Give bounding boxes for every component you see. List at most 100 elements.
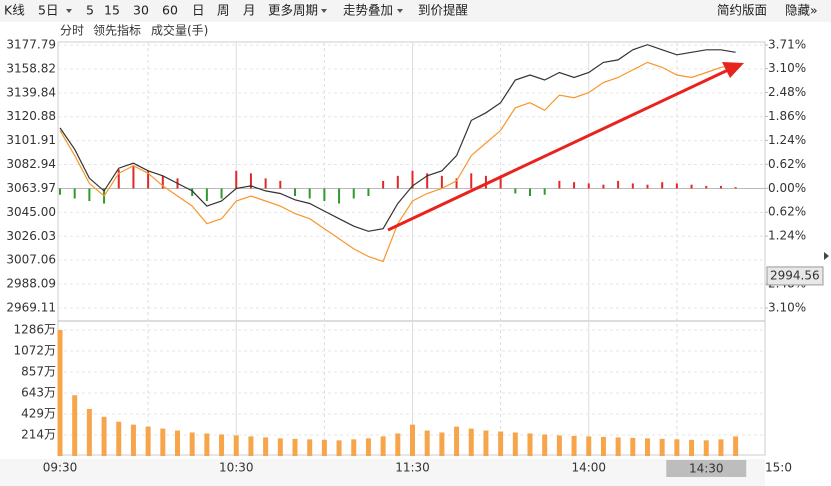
volume-bar bbox=[645, 438, 650, 456]
volume-tick-label: 1072万 bbox=[13, 343, 56, 357]
toolbar-item[interactable]: K线 bbox=[4, 3, 25, 18]
y-tick-label: 3158.82 bbox=[6, 61, 56, 75]
toolbar-item[interactable]: 5 bbox=[86, 3, 94, 18]
toolbar-item[interactable]: 5日 bbox=[38, 3, 58, 18]
volume-bar bbox=[454, 426, 460, 456]
toolbar-item[interactable]: 60 bbox=[162, 3, 178, 18]
toolbar-item[interactable]: 周 bbox=[217, 3, 230, 18]
diff-bar bbox=[426, 173, 429, 189]
diff-bar bbox=[631, 183, 634, 189]
y-tick-label: 2969.11 bbox=[6, 301, 56, 315]
volume-bar bbox=[57, 330, 63, 456]
x-tick-label: 14:00 bbox=[571, 461, 606, 475]
diff-bar bbox=[264, 178, 267, 189]
tab[interactable]: 成交量(手) bbox=[151, 23, 208, 38]
volume-bar bbox=[615, 437, 621, 456]
diff-bar bbox=[587, 183, 590, 189]
toolbar-item[interactable]: 15 bbox=[104, 3, 120, 18]
volume-bar bbox=[336, 440, 342, 456]
volume-bar bbox=[498, 431, 504, 456]
volume-bar bbox=[512, 432, 518, 456]
diff-bar bbox=[161, 175, 164, 189]
dropdown-caret bbox=[397, 9, 403, 13]
annotation-arrowhead bbox=[722, 62, 744, 78]
diff-bar bbox=[573, 182, 576, 189]
y-tick-label: 3082.94 bbox=[6, 157, 56, 171]
toolbar-item[interactable]: 更多周期 bbox=[268, 3, 318, 18]
volume-bar bbox=[689, 439, 695, 456]
tab[interactable]: 分时 bbox=[60, 24, 84, 38]
volume-bar bbox=[263, 437, 269, 456]
toolbar-item[interactable]: 日 bbox=[192, 3, 205, 18]
volume-bar bbox=[365, 438, 371, 456]
diff-bar bbox=[440, 175, 443, 189]
toolbar-item[interactable]: 30 bbox=[133, 3, 149, 18]
volume-bar bbox=[351, 439, 357, 456]
y-tick-label: 2988.09 bbox=[6, 277, 56, 291]
diff-bar bbox=[205, 188, 208, 202]
volume-bar bbox=[410, 424, 415, 456]
volume-bar bbox=[424, 430, 430, 456]
volume-bar bbox=[527, 433, 533, 456]
volume-bar bbox=[718, 439, 724, 456]
y2-tick-label: 3.10% bbox=[768, 301, 806, 315]
diff-bar bbox=[661, 182, 664, 189]
volume-bar bbox=[233, 435, 239, 456]
diff-bar bbox=[675, 183, 678, 189]
price-line bbox=[59, 61, 736, 263]
dropdown-caret bbox=[66, 9, 72, 13]
dropdown-caret bbox=[321, 9, 327, 13]
diff-bar bbox=[235, 170, 238, 189]
y-tick-label: 3139.84 bbox=[6, 85, 56, 99]
volume-tick-label: 857万 bbox=[21, 365, 56, 379]
diff-bar bbox=[308, 188, 311, 199]
y-tick-label: 3101.91 bbox=[6, 133, 56, 147]
crosshair-price: 2994.56 bbox=[770, 268, 820, 282]
volume-bar bbox=[86, 408, 92, 456]
toolbar-item[interactable]: 到价提醒 bbox=[418, 3, 469, 18]
tab[interactable]: 领先指标 bbox=[93, 23, 141, 38]
diff-bar bbox=[734, 187, 737, 189]
toolbar-item[interactable]: 月 bbox=[243, 3, 256, 18]
x-tick-label: 11:30 bbox=[395, 461, 430, 475]
diff-bar bbox=[279, 180, 282, 189]
diff-bar bbox=[499, 178, 502, 189]
volume-bar bbox=[703, 440, 709, 456]
diff-bar bbox=[117, 169, 120, 189]
y-tick-label: 3177.79 bbox=[6, 38, 56, 52]
diff-bar bbox=[602, 184, 605, 189]
diff-bar bbox=[220, 188, 223, 199]
diff-bar bbox=[132, 165, 135, 189]
y2-tick-label: 1.24% bbox=[768, 133, 806, 147]
y2-tick-label: 3.10% bbox=[768, 61, 806, 75]
toolbar-bg bbox=[0, 0, 831, 22]
toolbar-item[interactable]: 走势叠加 bbox=[343, 3, 393, 18]
diff-bar bbox=[382, 180, 385, 189]
y2-tick-label: 0.62% bbox=[768, 157, 806, 171]
volume-bar bbox=[586, 436, 592, 456]
diff-bar bbox=[294, 188, 296, 197]
volume-bar bbox=[395, 433, 401, 456]
diff-bar bbox=[88, 188, 91, 202]
volume-bar bbox=[600, 436, 606, 456]
toolbar-item[interactable]: 隐藏» bbox=[785, 3, 818, 18]
volume-bar bbox=[321, 439, 327, 456]
y2-tick-label: 1.24% bbox=[768, 229, 806, 243]
diff-bar bbox=[338, 188, 341, 204]
diff-bar bbox=[411, 170, 414, 189]
expand-caret[interactable] bbox=[824, 252, 829, 260]
volume-bar bbox=[733, 436, 739, 456]
toolbar-item[interactable]: 简约版面 bbox=[717, 3, 767, 18]
x-tick-label: 15:0 bbox=[765, 461, 792, 475]
volume-bar bbox=[130, 424, 136, 456]
price-line bbox=[59, 44, 736, 232]
volume-bar bbox=[380, 436, 386, 456]
diff-bar bbox=[719, 185, 722, 189]
diff-bar bbox=[617, 180, 620, 189]
diff-bar bbox=[147, 170, 150, 189]
volume-tick-label: 214万 bbox=[21, 428, 56, 442]
y2-tick-label: 0.00% bbox=[768, 181, 806, 195]
crosshair-time-box bbox=[666, 460, 747, 477]
y-tick-label: 3120.88 bbox=[6, 109, 56, 123]
